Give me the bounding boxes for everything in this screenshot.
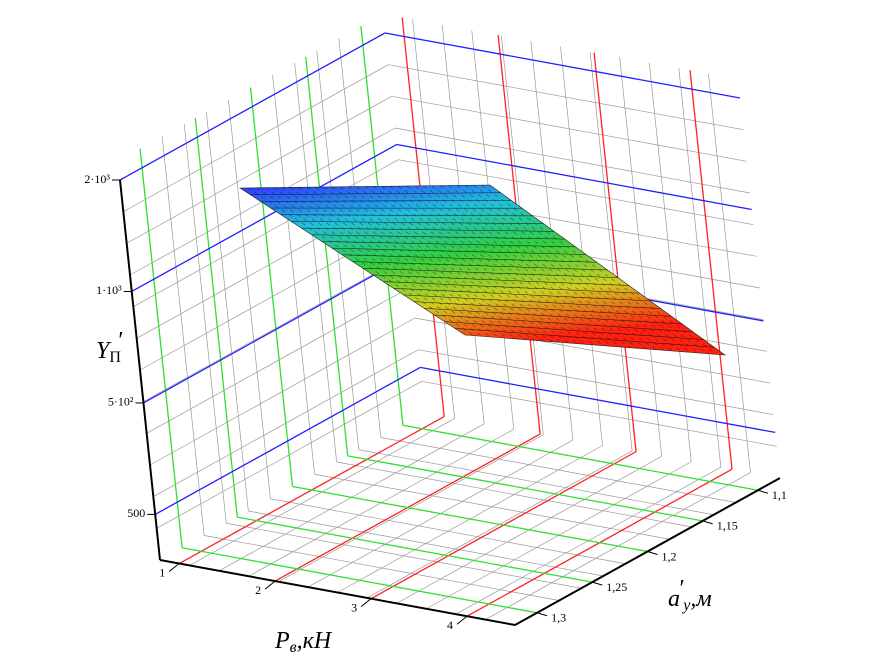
y-grid-line xyxy=(402,424,759,491)
x-grid-line xyxy=(689,70,733,470)
y-tick-label: 1,1 xyxy=(772,488,787,502)
z-grid-line xyxy=(420,366,776,434)
surface-mesh xyxy=(323,186,552,342)
y-tick xyxy=(647,551,658,555)
z-grid-line xyxy=(384,32,741,99)
z-tick-label: 500 xyxy=(127,506,145,520)
y-tick xyxy=(757,489,769,494)
minor-grid-line xyxy=(183,124,227,524)
minor-grid-line xyxy=(648,62,692,462)
z-axis-label: YП′ xyxy=(96,328,123,366)
minor-grid-line xyxy=(678,68,722,468)
x-tick xyxy=(168,563,180,572)
minor-grid-line xyxy=(619,57,663,457)
x-tick-label: 3 xyxy=(351,600,357,614)
surface-mesh xyxy=(364,186,596,346)
minor-grid-line xyxy=(380,437,736,503)
y-grid-line xyxy=(347,455,703,522)
minor-grid-line xyxy=(388,64,744,131)
minor-grid-line xyxy=(294,62,338,463)
labels: YП′ Pв,кН a′y,м xyxy=(96,328,712,656)
minor-grid-line xyxy=(391,95,747,162)
x-tick-label: 2 xyxy=(255,583,261,597)
z-grid-line xyxy=(119,32,386,181)
surface-mesh xyxy=(264,187,492,338)
minor-grid-line xyxy=(560,46,603,446)
surface-mesh xyxy=(444,321,704,340)
y-grid-line xyxy=(139,148,183,548)
surface-mesh xyxy=(473,185,708,354)
z-tick-label: 2·10³ xyxy=(84,172,110,186)
z-tick-label: 5·10² xyxy=(108,395,134,409)
y-tick-label: 1,25 xyxy=(606,580,627,594)
y-grid-line xyxy=(237,516,593,583)
y-tick xyxy=(592,581,603,586)
y-tick-label: 1,15 xyxy=(717,519,738,533)
minor-grid-line xyxy=(205,111,249,512)
x-axis-label: Pв,кН xyxy=(274,628,333,656)
x-tick-label: 1 xyxy=(159,565,165,579)
z-grid-line xyxy=(154,366,421,515)
y-grid-line xyxy=(249,87,294,487)
y-grid-line xyxy=(305,56,349,456)
y-tick xyxy=(536,612,548,617)
y-grid-line xyxy=(292,485,648,553)
surface-mesh xyxy=(306,187,535,341)
x-tick xyxy=(264,580,276,590)
surface-mesh xyxy=(298,187,526,340)
z-grid-line xyxy=(143,255,409,404)
surface-mesh xyxy=(248,187,474,336)
z-grid-line xyxy=(131,143,398,293)
y-grid-line xyxy=(194,118,238,518)
surface-mesh xyxy=(356,186,587,345)
surface-mesh xyxy=(481,184,717,355)
surface-mesh xyxy=(331,186,561,343)
surface xyxy=(239,184,727,356)
z-grid-line xyxy=(396,143,752,211)
minor-grid-line xyxy=(161,136,205,536)
x-tick-label: 4 xyxy=(447,618,453,632)
surface-mesh xyxy=(314,186,544,342)
z-axis xyxy=(119,179,161,561)
y-tick-label: 1,3 xyxy=(551,611,566,625)
surface-plane xyxy=(239,184,727,356)
surface-mesh xyxy=(250,192,501,195)
y-axis xyxy=(514,477,781,626)
x-axis xyxy=(159,559,516,626)
x-tick xyxy=(360,598,372,608)
y-axis-label: a′y,м xyxy=(668,576,712,614)
surface-mesh xyxy=(289,187,518,340)
z-tick-label: 1·10³ xyxy=(96,283,122,297)
surface-mesh xyxy=(406,185,639,349)
y-tick-label: 1,2 xyxy=(662,549,677,563)
y-grid-line xyxy=(181,547,538,614)
x-tick xyxy=(456,615,468,625)
surface-mesh xyxy=(389,186,622,348)
surface-mesh xyxy=(348,186,578,344)
surface-mesh xyxy=(373,186,604,346)
surface-mesh xyxy=(281,187,509,339)
y-tick xyxy=(702,520,713,525)
surface-mesh xyxy=(339,186,570,344)
surface-mesh xyxy=(381,186,613,347)
minor-grid-line xyxy=(589,51,633,451)
surface-mesh xyxy=(256,187,483,337)
minor-grid-line xyxy=(228,99,271,499)
x-grid-line xyxy=(593,52,637,452)
surface-mesh xyxy=(398,185,630,348)
minor-grid-line xyxy=(708,73,751,473)
surface-mesh xyxy=(273,187,500,338)
minor-grid-line xyxy=(272,75,315,475)
